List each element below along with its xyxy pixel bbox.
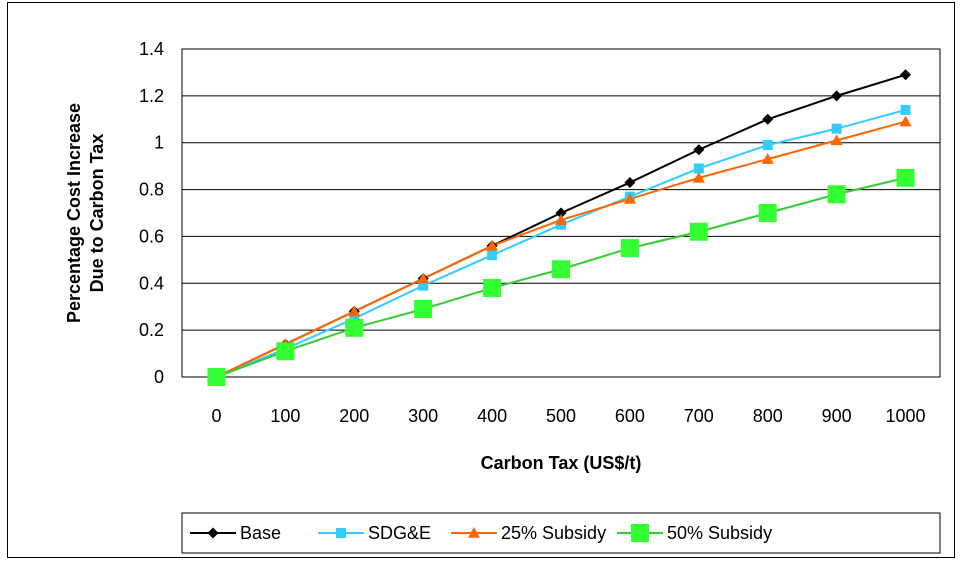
series-4-point: [689, 222, 708, 241]
x-tick-label: 100: [270, 406, 300, 426]
series-3-point: [761, 153, 774, 164]
series-1-point: [831, 90, 843, 102]
x-tick-label: 300: [408, 406, 438, 426]
y-tick-label: 0: [154, 367, 164, 387]
series-2-point: [693, 163, 704, 174]
series-3-point: [486, 239, 499, 251]
y-tick-label: 0.8: [139, 180, 164, 200]
line-chart: 0 0.2 0.4 0.6 0.8 1 1.2 1.4 0 100 200 300 400 500 600 7…: [64, 39, 941, 554]
series-1-point: [762, 113, 774, 125]
series-3-point: [555, 214, 567, 225]
series-3-point: [348, 305, 361, 317]
plot-area: [181, 48, 941, 378]
x-tick-label: 400: [477, 406, 507, 426]
chart-frame: 0 0.2 0.4 0.6 0.8 1 1.2 1.4 0 100 200 300 400 500 600 7…: [7, 2, 955, 558]
series-4-point: [207, 368, 226, 386]
y-tick-label: 0.2: [139, 320, 164, 340]
x-tick-label: 200: [339, 406, 369, 426]
x-tick-label: 900: [822, 406, 852, 426]
series-4-point: [827, 185, 846, 204]
legend-label: 50% Subsidy: [667, 523, 772, 543]
y-tick-label: 1.4: [139, 39, 164, 59]
series-1-point: [624, 177, 636, 189]
series-4-point: [276, 342, 295, 361]
legend-marker: [207, 527, 219, 539]
x-tick-label: 500: [546, 406, 576, 426]
x-tick-label: 0: [211, 406, 221, 426]
series-3-point: [692, 171, 705, 183]
y-tick-label: 0.6: [139, 226, 164, 246]
legend-marker: [631, 524, 649, 542]
series-4-point: [758, 204, 777, 222]
series-2-point: [487, 250, 498, 261]
x-axis-title: Carbon Tax (US$/t): [481, 453, 642, 473]
y-tick-label: 1.2: [139, 86, 164, 106]
series-1-point: [900, 69, 912, 81]
x-tick-label: 700: [684, 406, 714, 426]
series-4-point: [345, 318, 364, 337]
series-2-point: [418, 280, 429, 291]
series-1-point: [693, 144, 705, 156]
series-4-point: [620, 239, 639, 258]
series-3-point: [623, 192, 636, 204]
y-tick-label: 0.4: [139, 273, 164, 293]
x-tick-label: 1000: [886, 406, 926, 426]
series-2-point: [762, 140, 773, 151]
series-4-point: [896, 168, 915, 187]
series-4-point: [414, 300, 433, 319]
legend-label: 25% Subsidy: [501, 523, 606, 543]
series-4-point: [483, 278, 502, 297]
series-3-point: [830, 134, 843, 146]
series-3-point: [417, 272, 430, 284]
y-tick-label: 1: [154, 133, 164, 153]
legend-label: Base: [240, 523, 281, 543]
x-tick-label: 600: [615, 406, 645, 426]
legend: [181, 512, 941, 554]
series-2-point: [349, 313, 360, 324]
series-4-point: [552, 260, 570, 279]
series-2-point: [831, 123, 842, 134]
x-tick-label: 800: [753, 406, 783, 426]
legend-label: SDG&E: [368, 523, 431, 543]
legend-marker: [336, 528, 346, 538]
series-1-point: [555, 207, 567, 219]
legend-marker: [468, 527, 480, 538]
y-axis-title: Percentage Cost Increase Due to Carbon Ta…: [64, 103, 107, 323]
series-2-point: [900, 104, 911, 115]
series-3-point: [899, 115, 912, 127]
